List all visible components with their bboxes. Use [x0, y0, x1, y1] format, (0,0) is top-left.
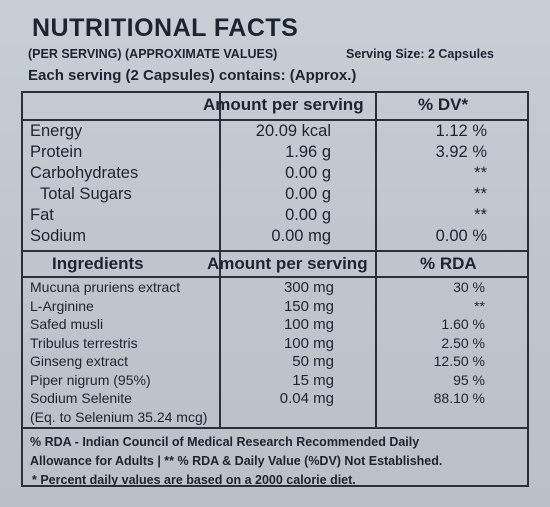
- footnotes: % RDA - Indian Council of Medical Resear…: [30, 433, 524, 490]
- col-ingredient-amount-header: Amount per serving: [207, 254, 368, 273]
- serving-size: Serving Size: 2 Capsules: [346, 47, 494, 61]
- col-ingredients-header: Ingredients: [52, 254, 144, 273]
- nutrient-dv: **: [474, 164, 487, 182]
- nutrient-amount: 0.00 mg: [271, 227, 331, 245]
- table-row: Protein 1.96 g 3.92 %: [23, 143, 527, 164]
- ingredient-rda: 95 %: [453, 371, 485, 388]
- ingredient-rda: 1.60 %: [441, 316, 485, 332]
- each-serving-note: Each serving (2 Capsules) contains: (App…: [28, 67, 357, 84]
- table-row: Sodium 0.00 mg 0.00 %: [23, 227, 527, 248]
- ingredient-amount: 100 mg: [283, 316, 334, 333]
- nutrient-name: Carbohydrates: [30, 164, 139, 182]
- ingredient-name: (Eq. to Selenium 35.24 mcg): [30, 408, 208, 425]
- ingredient-amount: 0.04 mg: [279, 390, 334, 407]
- nutrient-dv: **: [474, 185, 487, 203]
- nutrient-dv: **: [474, 206, 487, 224]
- table-divider: [23, 276, 527, 278]
- table-row: (Eq. to Selenium 35.24 mcg): [23, 409, 527, 427]
- table-row: Fat 0.00 g **: [23, 206, 527, 227]
- nutrient-amount: 20.09 kcal: [255, 122, 331, 140]
- ingredient-amount: 15 mg: [292, 371, 334, 389]
- table-row: Safed musli 100 mg 1.60 %: [23, 316, 527, 334]
- table-row: Total Sugars 0.00 g **: [23, 185, 527, 206]
- nutrient-dv: 0.00 %: [435, 227, 487, 245]
- col-dv-header: % DV*: [418, 95, 469, 114]
- nutrient-name: Total Sugars: [40, 185, 132, 203]
- ingredient-amount: 150 mg: [283, 297, 334, 315]
- table-divider: [23, 427, 527, 429]
- ingredient-name: Mucuna pruriens extract: [30, 279, 181, 295]
- ingredient-name: Sodium Selenite: [30, 390, 132, 406]
- column-divider: [375, 93, 377, 429]
- col-amount-header: Amount per serving: [203, 95, 364, 114]
- ingredient-amount: 100 mg: [283, 334, 334, 352]
- ingredient-amount: 50 mg: [292, 353, 334, 370]
- ingredient-rda: 30 %: [453, 279, 485, 295]
- ingredient-rda: 88.10 %: [433, 390, 485, 406]
- table-row: Ginseng extract 50 mg 12.50 %: [23, 353, 527, 371]
- footnote-line: Allowance for Adults | ** % RDA & Daily …: [30, 454, 443, 468]
- table-row: Energy 20.09 kcal 1.12 %: [23, 122, 527, 143]
- col-rda-header: % RDA: [420, 254, 477, 273]
- table-row: Piper nigrum (95%) 15 mg 95 %: [23, 372, 527, 390]
- ingredient-name: Ginseng extract: [30, 353, 129, 369]
- ingredient-name: Safed musli: [30, 316, 104, 332]
- label-title: NUTRITIONAL FACTS: [32, 14, 299, 42]
- facts-table: Amount per serving % DV* Energy 20.09 kc…: [21, 91, 529, 487]
- footnote-line: % RDA - Indian Council of Medical Resear…: [30, 435, 420, 449]
- ingredient-name: Piper nigrum (95%): [30, 371, 151, 388]
- table-divider: [23, 119, 527, 121]
- ingredient-amount: 300 mg: [283, 279, 334, 296]
- nutrient-name: Protein: [30, 143, 83, 161]
- footnote-line: * Percent daily values are based on a 20…: [32, 473, 356, 487]
- nutrient-amount: 0.00 g: [285, 206, 331, 224]
- per-serving-note: (PER SERVING) (APPROXIMATE VALUES): [28, 47, 278, 61]
- nutrient-amount: 0.00 g: [285, 164, 331, 182]
- ingredient-rda: 2.50 %: [441, 334, 485, 351]
- nutrient-name: Energy: [30, 122, 83, 140]
- ingredient-name: L-Arginine: [30, 297, 94, 314]
- table-row: Sodium Selenite 0.04 mg 88.10 %: [23, 390, 527, 408]
- ingredient-rda: 12.50 %: [433, 353, 485, 369]
- table-divider: [23, 250, 527, 252]
- table-row: Tribulus terrestris 100 mg 2.50 %: [23, 335, 527, 353]
- nutrient-name: Fat: [30, 206, 54, 224]
- nutrient-amount: 1.96 g: [285, 143, 331, 161]
- column-divider: [219, 93, 221, 429]
- table-row: Carbohydrates 0.00 g **: [23, 164, 527, 185]
- ingredient-name: Tribulus terrestris: [30, 334, 138, 351]
- serving-note-line: (PER SERVING) (APPROXIMATE VALUES) Servi…: [28, 47, 528, 61]
- table-row: L-Arginine 150 mg **: [23, 298, 527, 316]
- ingredient-rda: **: [474, 297, 485, 314]
- nutrient-name: Sodium: [30, 227, 86, 245]
- nutrient-dv: 3.92 %: [435, 143, 487, 161]
- nutrient-amount: 0.00 g: [285, 185, 331, 203]
- nutrient-dv: 1.12 %: [435, 122, 487, 140]
- table-row: Mucuna pruriens extract 300 mg 30 %: [23, 279, 527, 297]
